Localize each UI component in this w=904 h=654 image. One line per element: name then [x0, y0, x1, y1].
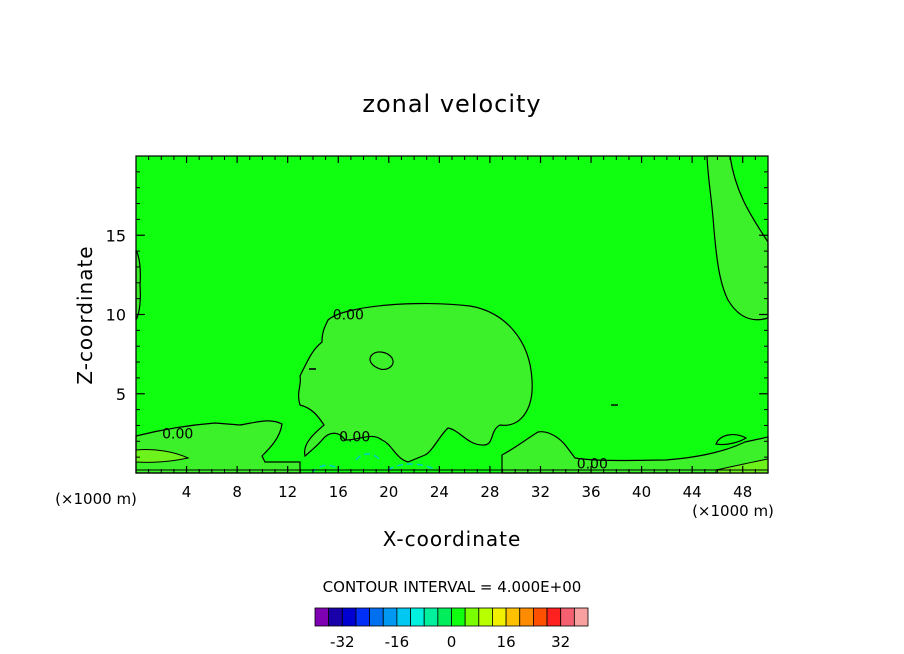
- colorbar-swatch: [464, 607, 480, 627]
- left-edge-lobe-fill: [135, 249, 141, 321]
- x-tick-label: 48: [733, 483, 752, 501]
- x-tick-label: 24: [430, 483, 449, 501]
- contour-label: 0.00: [339, 430, 370, 446]
- x-tick-label: 4: [182, 483, 192, 501]
- surface-layer-left-inner: [135, 449, 190, 463]
- upper-right-lobe-fill: [706, 155, 769, 321]
- colorbar-swatch: [478, 607, 493, 627]
- colorbar-swatch: [314, 607, 330, 627]
- colorbar-swatch: [451, 607, 466, 627]
- x-tick-label: 12: [278, 483, 297, 501]
- y-axis-label: Z-coordinate: [73, 245, 97, 384]
- colorbar-swatch: [382, 607, 398, 627]
- contour-label: 0.00: [162, 426, 193, 442]
- colorbar-swatch: [519, 607, 534, 627]
- colorbar-swatch: [410, 607, 425, 627]
- colorbar-swatch: [560, 607, 575, 627]
- colorbar-tick-label: 16: [497, 633, 516, 651]
- contour-label: 0.00: [333, 308, 364, 324]
- x-axis: 4 8 12 16 20 24 28 32 36 40 44 48: [148, 156, 756, 501]
- colorbar-swatch: [533, 607, 548, 627]
- colorbar-swatch: [341, 607, 357, 627]
- colorbar-swatch: [437, 607, 452, 627]
- surface-layer-right-fill: [501, 431, 769, 474]
- contour-labels: 0.00 0.00 0.00 0.00: [162, 308, 608, 473]
- central-blob-fill: [297, 302, 533, 463]
- colorbar: [314, 607, 589, 627]
- x-unit-right: (×1000 m): [692, 502, 774, 520]
- y-axis: 5 10 15: [106, 171, 768, 458]
- plot-area: 0.00 0.00 0.00 0.00: [135, 155, 769, 474]
- colorbar-swatch: [546, 607, 562, 627]
- colorbar-tick-label: 0: [447, 633, 457, 651]
- x-tick-label: 8: [232, 483, 242, 501]
- x-axis-label: X-coordinate: [383, 527, 522, 551]
- colorbar-swatch: [423, 607, 439, 627]
- colorbar-tick-label: 32: [551, 633, 570, 651]
- y-tick-label: 10: [106, 306, 126, 325]
- chart-title: zonal velocity: [362, 90, 541, 118]
- x-tick-label: 32: [531, 483, 550, 501]
- negative-pocket-contour: [311, 453, 437, 474]
- colorbar-labels: -32 -16 0 16 32: [330, 633, 570, 651]
- x-unit-left: (×1000 m): [55, 490, 137, 508]
- x-tick-label: 40: [632, 483, 651, 501]
- y-tick-label: 15: [106, 226, 126, 245]
- x-tick-label: 36: [581, 483, 600, 501]
- y-tick-label: 5: [116, 385, 126, 404]
- colorbar-tick-label: -16: [385, 633, 410, 651]
- contour-label: 0.00: [577, 456, 608, 472]
- colorbar-tick-label: -32: [330, 633, 355, 651]
- x-tick-label: 20: [379, 483, 398, 501]
- colorbar-swatch: [328, 607, 343, 627]
- colorbar-swatch: [369, 607, 384, 627]
- contour-interval-text: CONTOUR INTERVAL = 4.000E+00: [323, 578, 582, 596]
- small-loop-contour: [369, 351, 394, 370]
- colorbar-swatch: [505, 607, 521, 627]
- colorbar-swatch: [492, 607, 507, 627]
- x-tick-label: 44: [683, 483, 702, 501]
- colorbar-swatch: [573, 607, 589, 627]
- colorbar-swatch: [396, 607, 411, 627]
- right-small-loop-contour: [715, 434, 748, 446]
- x-tick-label: 16: [329, 483, 348, 501]
- colorbar-swatch: [355, 607, 371, 627]
- x-tick-label: 28: [480, 483, 499, 501]
